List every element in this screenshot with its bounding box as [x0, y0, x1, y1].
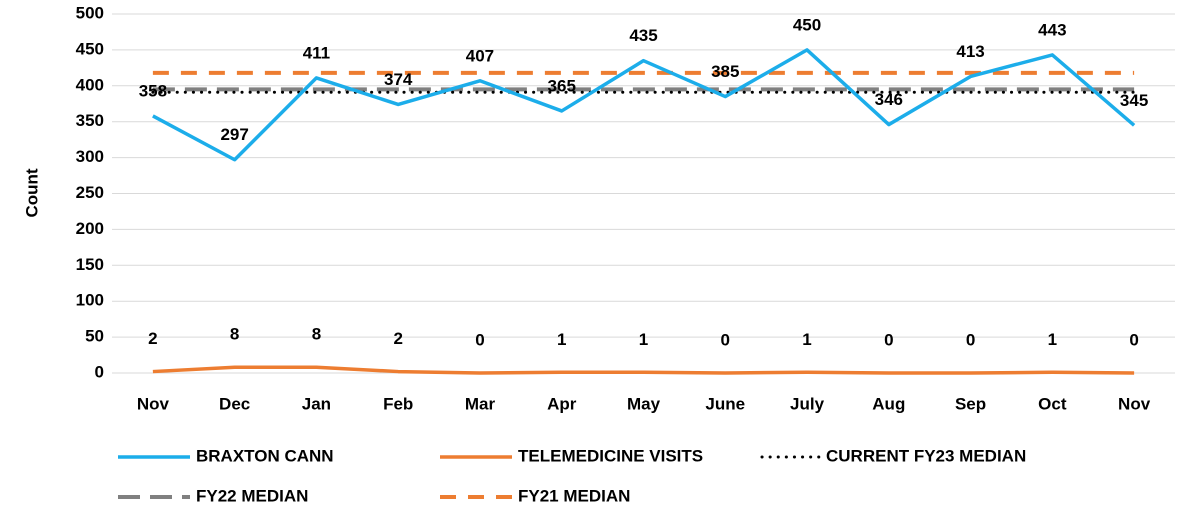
data-label: 374 — [384, 70, 413, 89]
y-tick-label: 300 — [76, 147, 104, 166]
data-label: 0 — [884, 330, 893, 349]
y-tick-label: 250 — [76, 183, 104, 202]
data-label: 2 — [393, 329, 402, 348]
x-tick-label: Aug — [872, 394, 905, 413]
y-tick-label: 350 — [76, 111, 104, 130]
data-label: 1 — [802, 330, 811, 349]
x-tick-label: Apr — [547, 394, 577, 413]
data-label: 346 — [875, 90, 903, 109]
x-tick-label: May — [627, 394, 661, 413]
data-label: 443 — [1038, 20, 1066, 39]
x-tick-label: Jan — [302, 394, 331, 413]
x-tick-label: Sep — [955, 394, 986, 413]
y-tick-label: 400 — [76, 75, 104, 94]
data-label: 413 — [956, 42, 984, 61]
data-label: 345 — [1120, 91, 1148, 110]
x-tick-label: Mar — [465, 394, 496, 413]
data-label: 1 — [1048, 330, 1057, 349]
data-label: 1 — [557, 330, 566, 349]
legend-label: CURRENT FY23 MEDIAN — [826, 446, 1026, 465]
data-label: 0 — [475, 330, 484, 349]
y-tick-label: 150 — [76, 255, 104, 274]
x-tick-label: Nov — [137, 394, 170, 413]
legend-label: FY21 MEDIAN — [518, 486, 630, 505]
data-label: 407 — [466, 46, 494, 65]
data-label: 0 — [1129, 330, 1138, 349]
data-label: 0 — [721, 330, 730, 349]
y-tick-label: 100 — [76, 291, 104, 310]
data-label: 8 — [230, 325, 239, 344]
data-label: 0 — [966, 330, 975, 349]
y-axis-title: Count — [22, 168, 41, 217]
x-tick-label: Nov — [1118, 394, 1151, 413]
y-tick-label: 200 — [76, 219, 104, 238]
data-label: 1 — [639, 330, 648, 349]
data-label: 411 — [303, 43, 330, 62]
data-label: 365 — [548, 76, 576, 95]
x-tick-label: June — [705, 394, 745, 413]
y-tick-label: 500 — [76, 3, 104, 22]
data-label: 297 — [220, 125, 248, 144]
data-label: 2 — [148, 329, 157, 348]
data-label: 358 — [139, 81, 167, 100]
x-tick-label: Oct — [1038, 394, 1067, 413]
data-label: 385 — [711, 62, 739, 81]
legend-label: FY22 MEDIAN — [196, 486, 308, 505]
y-tick-label: 0 — [95, 362, 104, 381]
legend-label: TELEMEDICINE VISITS — [518, 446, 703, 465]
y-tick-label: 450 — [76, 39, 104, 58]
series-line — [152, 365, 1135, 375]
data-label: 435 — [629, 26, 657, 45]
series-line — [152, 48, 1136, 162]
data-label: 450 — [793, 15, 821, 34]
data-label: 8 — [312, 325, 321, 344]
legend-label: BRAXTON CANN — [196, 446, 334, 465]
y-tick-label: 50 — [85, 327, 104, 346]
x-tick-label: Dec — [219, 394, 250, 413]
x-tick-label: Feb — [383, 394, 413, 413]
x-tick-label: July — [790, 394, 825, 413]
